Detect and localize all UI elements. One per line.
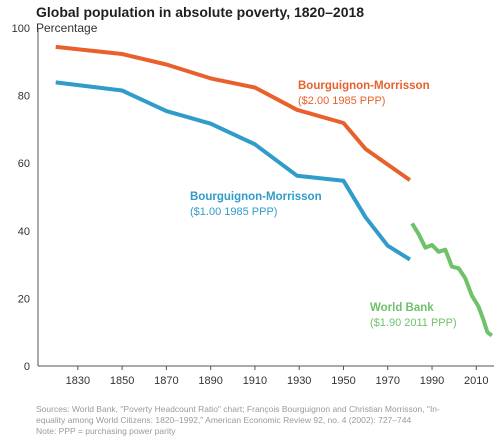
- x-tick-label: 1930: [287, 375, 311, 387]
- series-line-0: [55, 44, 412, 182]
- x-tick-label: 1910: [243, 375, 267, 387]
- x-tick-label: 2010: [464, 375, 488, 387]
- series-label-blue-name: Bourguignon-Morrisson: [190, 191, 322, 203]
- x-tick-label: 1870: [154, 375, 178, 387]
- y-tick-label: 60: [18, 158, 30, 170]
- series-label-orange-name: Bourguignon-Morrisson: [298, 80, 430, 92]
- x-tick-label: 1890: [198, 375, 222, 387]
- y-tick-label: 80: [18, 91, 30, 103]
- source-line-1: Sources: World Bank, "Poverty Headcount …: [36, 404, 440, 414]
- series-label-orange-note: ($2.00 1985 PPP): [298, 95, 385, 107]
- y-tick-label: 40: [18, 226, 30, 238]
- series-label-blue-note: ($1.00 1985 PPP): [190, 206, 277, 218]
- source-note: Sources: World Bank, "Poverty Headcount …: [36, 404, 491, 437]
- y-tick-label: 100: [12, 23, 30, 35]
- source-line-2: equality among World Citizens: 1820–1992…: [36, 415, 412, 425]
- series-label-green-name: World Bank: [370, 302, 434, 314]
- series-line-2: [410, 222, 494, 338]
- x-tick-label: 1830: [66, 375, 90, 387]
- note-line: Note: PPP = purchasing power parity: [36, 426, 176, 436]
- y-axis-label: Percentage: [36, 21, 98, 35]
- y-tick-label: 0: [24, 361, 30, 373]
- x-tick-label: 1950: [331, 375, 355, 387]
- y-tick-label: 20: [18, 293, 30, 305]
- chart-title: Global population in absolute poverty, 1…: [36, 4, 365, 20]
- x-tick-label: 1990: [420, 375, 444, 387]
- x-tick-label: 1970: [376, 375, 400, 387]
- x-tick-label: 1850: [110, 375, 134, 387]
- series-label-green-note: ($1.90 2011 PPP): [370, 317, 457, 329]
- series-line-1: [55, 80, 411, 262]
